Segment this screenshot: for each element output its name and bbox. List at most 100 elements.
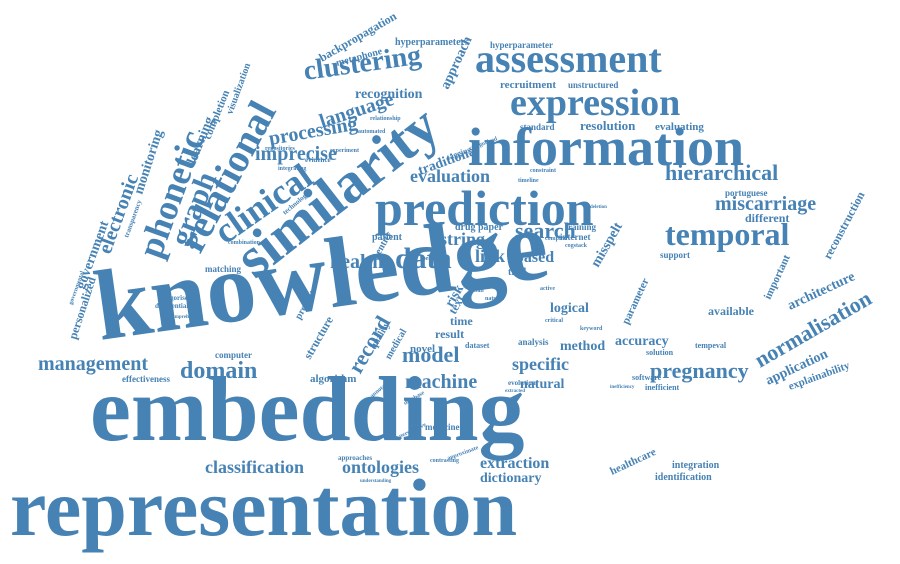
word-evaluating: evaluating [655,121,704,133]
word-prediction: prediction [375,180,594,236]
word-specific: specific [512,354,569,374]
word-analysis: analysis [518,337,549,347]
word-reconstruction: reconstruction [820,189,867,262]
word-inefficient: inefficient [645,383,680,392]
word-matching: matching [205,264,242,274]
word-different: different [745,211,789,225]
word-active: active [540,286,555,292]
word-encode: encode [425,224,443,230]
word-health: health [330,251,383,273]
word-effectiveness: effectiveness [122,374,170,384]
word-standard: standard [520,122,555,132]
word-information: information [468,117,744,177]
word-link: link [475,246,505,266]
word-complex: complex [545,236,566,242]
word-trial: trial [508,267,527,278]
word-search: search [515,218,576,243]
word-integration: integration [672,460,720,471]
word-pregnancy: pregnancy [650,358,749,383]
word-constraint: constraint [530,168,556,174]
word-parameter: parameter [620,276,652,326]
word-support: support [660,250,690,260]
word-data: data [395,242,452,275]
word-miscarriage: miscarriage [715,193,816,215]
word-software: software [632,373,662,382]
word-method: method [560,339,605,354]
word-evaluation: evaluation [410,166,490,186]
word-assessment: assessment [475,36,662,81]
word-embedding: embedding [90,358,525,460]
word-patient: patient [372,232,403,243]
word-spelling: spelling [420,256,440,262]
word-approaches: approaches [338,454,372,462]
word-cogstack: cogstack [565,243,588,249]
word-recruitment: recruitment [500,79,556,91]
word-understanding: understanding [360,479,392,484]
word-comprehensive: comprehensive [170,315,203,320]
word-portuguese: portuguese [725,188,768,198]
word-experiment: experiment [330,148,359,154]
word-algorithm: algorithm [310,373,356,385]
word-natural: natural [485,296,504,302]
word-based: based [515,249,554,266]
word-string: string [440,229,485,249]
word-keyword: keyword [580,326,603,332]
word-medicine: medicine [425,422,460,432]
word-hierarchical: hierarchical [665,160,778,185]
word-urban: urban [468,288,484,294]
word-dataset: dataset [465,341,490,350]
word-management: management [38,353,148,375]
word-solution: solution [646,348,674,357]
word-important: important [762,253,793,302]
word-drug: drug [455,222,476,233]
word-extracted: extracted [505,389,525,394]
word-computer: computer [215,350,252,360]
word-contrasting: contrasting [430,458,459,464]
word-temporal: temporal [665,216,790,252]
word-hyperparameters: hyperparameters [395,37,469,48]
word-resolution: resolution [580,118,636,133]
word-critical: critical [545,318,563,324]
word-logical: logical [550,301,589,316]
word-paper: paper [478,222,504,233]
word-representation: representation [10,462,517,553]
word-automated: automated [358,129,386,135]
word-inefficiency: inefficiency [610,385,635,390]
word-imprecise: imprecise [255,143,337,165]
word-relationship: relationship [370,116,401,122]
word-dictionary: dictionary [480,471,541,486]
word-time: time [450,314,473,328]
word-integrating: integrating [278,166,306,172]
word-model: model [402,342,459,367]
word-personalized: personalized [66,275,99,341]
word-expression: expression [510,82,680,124]
word-repositories: repositories [265,146,296,152]
word-identification: identification [655,472,712,483]
word-unstructured: unstructured [568,80,618,90]
word-differential: differential [155,302,188,310]
word-combination: combination [228,240,261,246]
word-available: available [708,304,755,318]
word-deletion: deletion [590,205,607,210]
word-categorised: categorised [158,294,192,302]
word-tempeval: tempeval [695,341,727,350]
word-training: training [565,222,597,232]
word-machine: machine [405,371,477,393]
word-recognition: recognition [355,87,423,102]
word-result: result [435,327,464,341]
word-ontologies: ontologies [342,457,419,477]
word-hyperparameter: hyperparameter [490,40,553,50]
word-novel: novel [410,343,435,355]
word-classification: classification [205,457,304,477]
word-evolution: evolution [508,379,536,387]
word-healthcare: healthcare [608,446,658,478]
word-extraction: extraction [480,455,549,472]
word-natural: natural [520,377,564,392]
word-accuracy: accuracy [615,334,669,349]
word-domain: domain [180,358,257,384]
word-evidence: evidence [305,156,331,164]
word-timeline: timeline [518,178,539,184]
word-internet: internet [560,232,591,242]
